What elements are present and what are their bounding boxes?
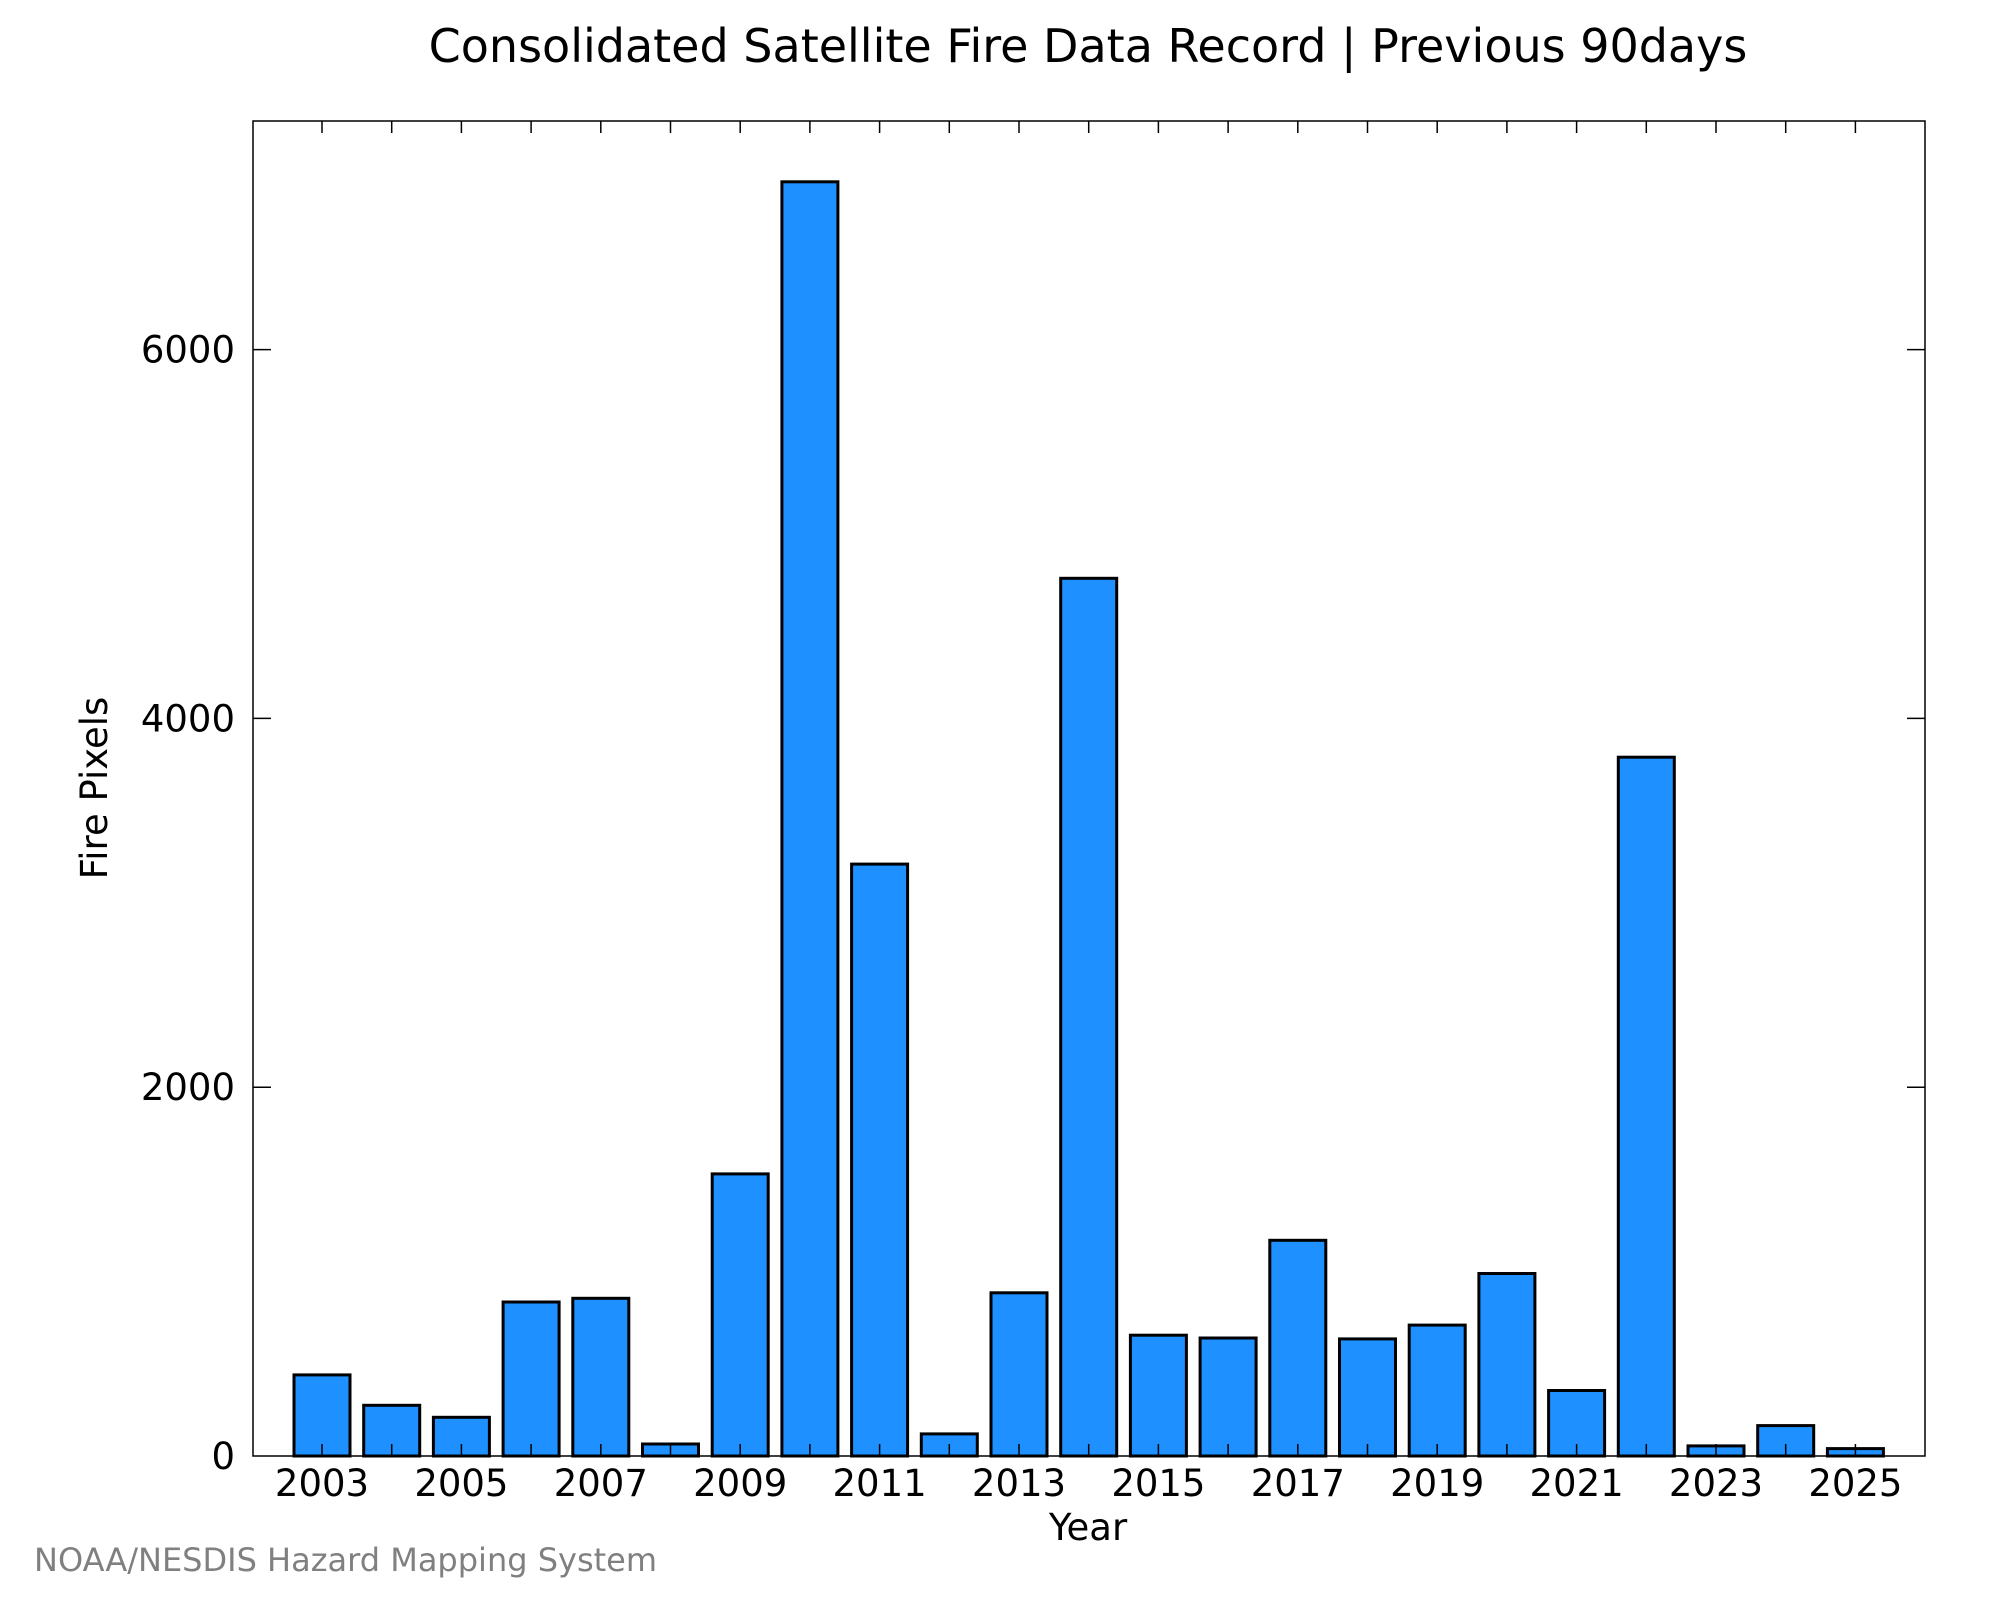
y-tick-label: 6000 bbox=[141, 329, 235, 372]
y-axis-label: Fire Pixels bbox=[73, 697, 116, 880]
x-tick-label: 2013 bbox=[972, 1462, 1066, 1505]
x-tick-label: 2003 bbox=[275, 1462, 369, 1505]
y-axis-ticks: 0 2000 4000 6000 bbox=[141, 329, 1925, 1478]
x-tick-label: 2025 bbox=[1808, 1462, 1902, 1505]
chart-title: Consolidated Satellite Fire Data Record … bbox=[429, 19, 1748, 74]
bar-2003 bbox=[292, 1373, 352, 1458]
x-axis-label: Year bbox=[1048, 1506, 1128, 1549]
x-tick-label: 2015 bbox=[1111, 1462, 1205, 1505]
bar-2006 bbox=[501, 1300, 561, 1458]
x-tick-label: 2023 bbox=[1669, 1462, 1763, 1505]
x-tick-label: 2017 bbox=[1251, 1462, 1345, 1505]
source-credit: NOAA/NESDIS Hazard Mapping System bbox=[34, 1541, 658, 1579]
y-tick-label: 4000 bbox=[141, 697, 235, 740]
x-tick-label: 2007 bbox=[554, 1462, 648, 1505]
bar-2016 bbox=[1198, 1336, 1258, 1458]
x-tick-label: 2019 bbox=[1390, 1462, 1484, 1505]
bar-2022 bbox=[1616, 755, 1676, 1458]
bar-2015 bbox=[1128, 1333, 1188, 1458]
bar-2010 bbox=[780, 180, 840, 1458]
bar-2020 bbox=[1477, 1272, 1537, 1458]
y-tick-label: 0 bbox=[211, 1435, 235, 1478]
x-tick-label: 2021 bbox=[1530, 1462, 1624, 1505]
bar-2014 bbox=[1059, 576, 1119, 1458]
bar-2011 bbox=[850, 862, 910, 1458]
x-tick-label: 2011 bbox=[833, 1462, 927, 1505]
y-tick-label: 2000 bbox=[141, 1066, 235, 1109]
x-tick-label: 2005 bbox=[414, 1462, 508, 1505]
bar-2009 bbox=[710, 1172, 770, 1458]
bar-2017 bbox=[1268, 1238, 1328, 1458]
bar-2019 bbox=[1407, 1323, 1467, 1458]
x-tick-label: 2009 bbox=[693, 1462, 787, 1505]
bar-2013 bbox=[989, 1291, 1049, 1458]
bar-2018 bbox=[1338, 1337, 1397, 1458]
bars-group bbox=[292, 180, 1885, 1458]
x-axis-ticks: 2003 2005 2007 2009 2011 2013 2015 2017 2019 2021… bbox=[275, 121, 1902, 1505]
bar-2007 bbox=[571, 1296, 631, 1458]
